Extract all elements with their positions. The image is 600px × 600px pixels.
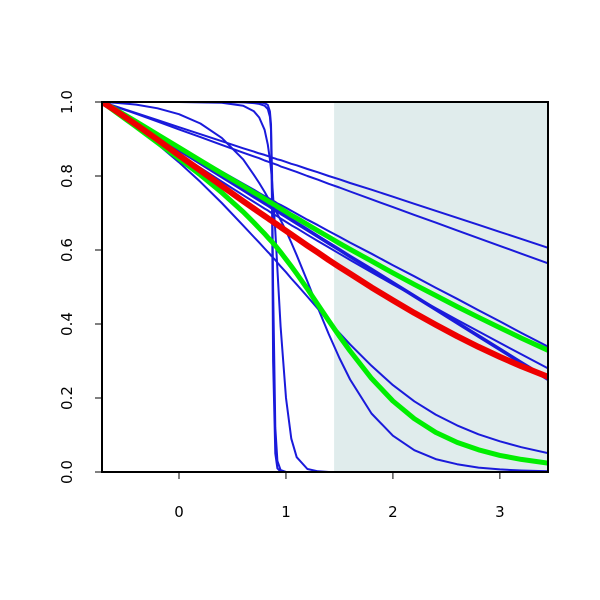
series-line-8-blue xyxy=(102,102,548,472)
series-line-12-green xyxy=(102,102,548,353)
series-line-13-green xyxy=(102,102,548,466)
series-line-10-blue xyxy=(102,102,548,472)
y-tick-label: 0.4 xyxy=(58,312,76,336)
x-tick-label: 3 xyxy=(495,503,505,521)
x-tick-label: 2 xyxy=(388,503,398,521)
plot-frame xyxy=(101,101,549,473)
y-tick-label: 0.8 xyxy=(58,164,76,188)
y-tick-label: 0.2 xyxy=(58,386,76,410)
series-line-7-blue xyxy=(102,102,548,455)
x-tick-label: 0 xyxy=(174,503,184,521)
x-tick-label: 1 xyxy=(281,503,291,521)
series-line-2-blue xyxy=(102,102,548,249)
y-tick-label: 0.6 xyxy=(58,238,76,262)
series-line-14-red xyxy=(102,102,548,380)
series-line-11-blue xyxy=(102,102,548,472)
series-line-3-blue xyxy=(102,102,548,265)
y-tick-label: 0.0 xyxy=(58,460,76,484)
y-tick-label: 1.0 xyxy=(58,90,76,114)
